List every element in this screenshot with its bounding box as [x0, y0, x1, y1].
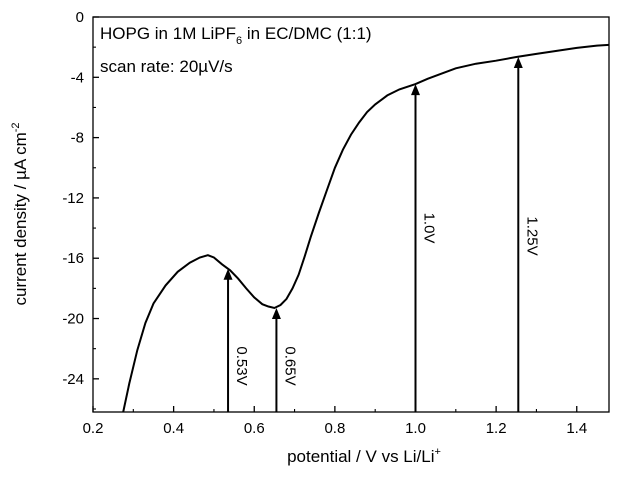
annotation-line-1-b: in EC/DMC (1:1) [242, 24, 371, 43]
x-tick-label: 0.4 [163, 420, 184, 437]
x-axis-title-sup: + [434, 446, 440, 458]
y-tick-label: -20 [62, 311, 84, 328]
arrow-1-25V: 1.25V [513, 56, 540, 412]
arrow-1-0V: 1.0V [411, 84, 438, 412]
y-axis-ticks: 0 -4 -8 -12 -16 -20 -24 [62, 9, 99, 410]
y-tick-label: -12 [62, 190, 84, 207]
y-axis-title-main: current density / µA cm [11, 132, 30, 305]
y-tick-label: -16 [62, 250, 84, 267]
arrow-head [271, 307, 281, 319]
arrow-label: 0.53V [233, 346, 250, 385]
x-axis-ticks: 0.2 0.4 0.6 0.8 1.0 1.2 1.4 [83, 406, 587, 437]
y-tick-label: 0 [76, 9, 84, 26]
arrow-label: 0.65V [281, 346, 298, 385]
annotation-line-2: scan rate: 20µV/s [100, 57, 233, 76]
x-tick-label: 1.4 [566, 420, 587, 437]
y-tick-label: -24 [62, 371, 84, 388]
series-line [122, 43, 610, 413]
arrow-head [223, 268, 233, 280]
arrow-label: 1.0V [421, 213, 438, 244]
x-tick-label: 1.2 [486, 420, 507, 437]
x-tick-label: 0.8 [324, 420, 345, 437]
x-tick-label: 0.2 [83, 420, 104, 437]
arrow-annotations: 0.53V 0.65V 1.0V 1.25V [223, 56, 540, 412]
annotation-line-1-sub: 6 [236, 35, 242, 47]
y-tick-label: -4 [71, 69, 84, 86]
annotation-line-1: HOPG in 1M LiPF6 in EC/DMC (1:1) [100, 24, 372, 47]
x-tick-label: 1.0 [405, 420, 426, 437]
x-axis-title-main: potential / V vs Li/Li [287, 447, 434, 466]
arrow-head [411, 84, 420, 96]
x-axis-title: potential / V vs Li/Li+ [287, 446, 441, 466]
arrow-0-65V: 0.65V [271, 307, 298, 412]
arrow-0-53V: 0.53V [223, 268, 250, 412]
arrow-label: 1.25V [523, 216, 540, 255]
plot-frame [92, 16, 610, 413]
y-axis-title-sup: -2 [10, 122, 22, 132]
annotation-line-1-a: HOPG in 1M LiPF [100, 24, 236, 43]
x-tick-label: 0.6 [244, 420, 265, 437]
arrow-head [513, 56, 523, 68]
y-tick-label: -8 [71, 130, 84, 147]
y-axis-title: current density / µA cm-2 [10, 122, 30, 305]
